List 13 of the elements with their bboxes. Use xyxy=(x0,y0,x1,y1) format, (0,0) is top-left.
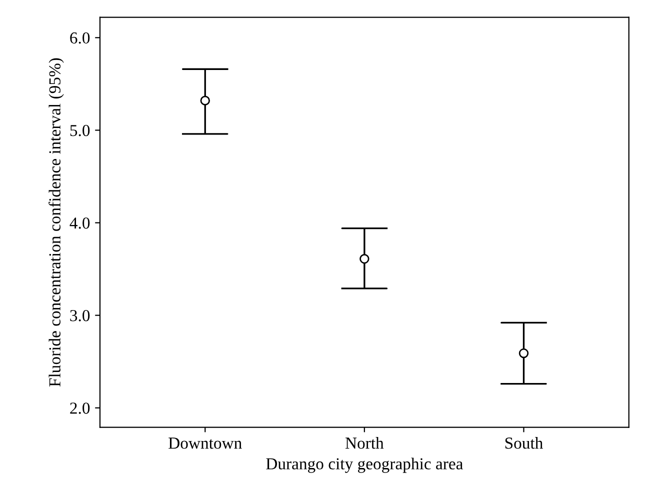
y-tick-label: 5.0 xyxy=(70,124,90,136)
point xyxy=(200,96,210,106)
x-axis-title: Durango city geographic area xyxy=(266,458,463,473)
point xyxy=(360,254,370,264)
y-axis-title: Fluoride concentration confidence interval (95%) xyxy=(48,58,64,387)
y-tick-label: 4.0 xyxy=(70,217,90,229)
y-tick-label: 2.0 xyxy=(70,402,90,414)
point xyxy=(518,348,529,358)
x-tick-label: Downtown xyxy=(168,438,242,449)
y-tick-label: 6.0 xyxy=(70,32,90,44)
x-tick-label: South xyxy=(505,437,543,449)
y-tick-label: 3.0 xyxy=(70,310,90,322)
x-tick-label: North xyxy=(345,437,384,449)
